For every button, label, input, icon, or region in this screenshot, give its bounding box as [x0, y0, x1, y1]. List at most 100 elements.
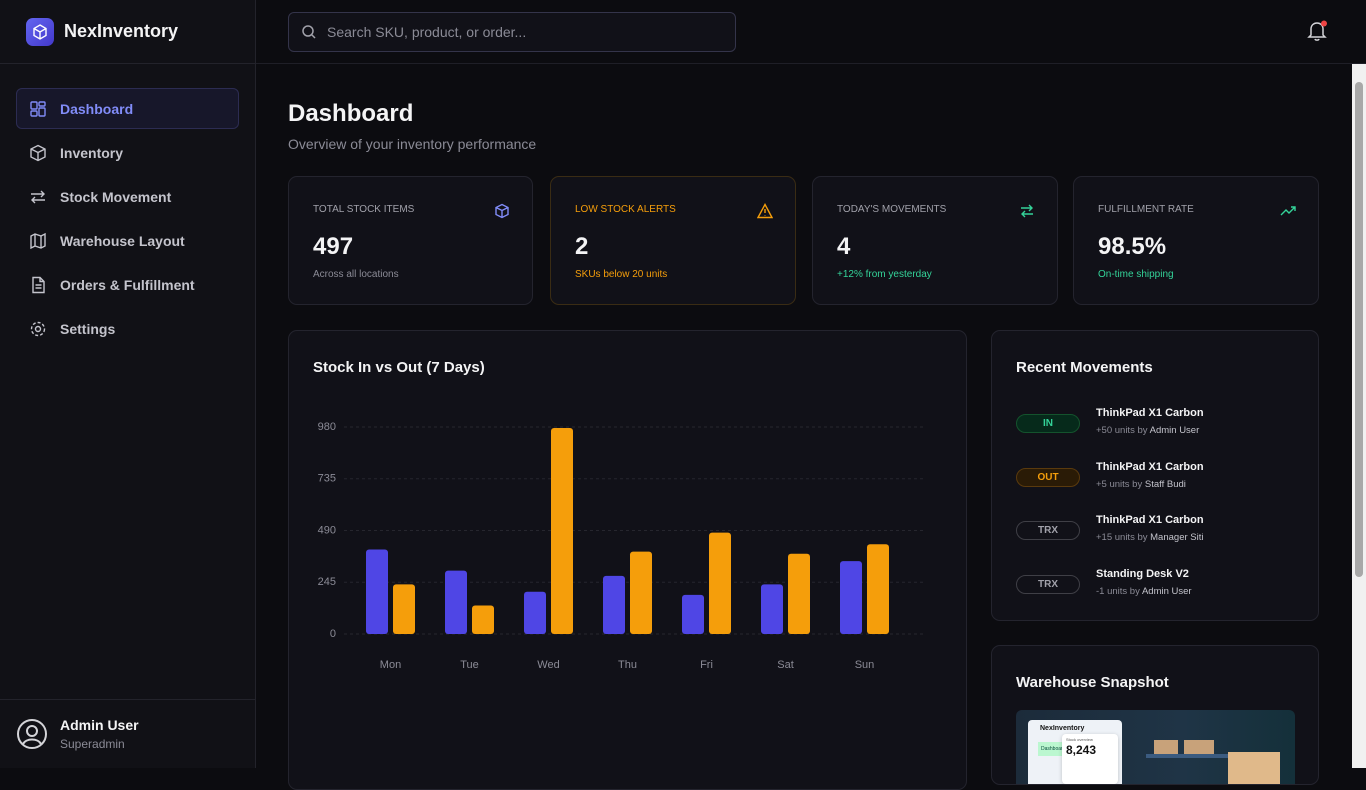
stat-card: TOTAL STOCK ITEMS 497 Across all locatio…	[288, 176, 533, 305]
x-tick-label: Thu	[618, 659, 637, 671]
stat-value: 98.5%	[1098, 233, 1167, 260]
stat-card: LOW STOCK ALERTS 2 SKUs below 20 units	[550, 176, 796, 305]
bar	[366, 549, 388, 634]
bar	[445, 570, 467, 634]
movement-qty: +50 units by	[1096, 425, 1148, 436]
brand-name: NexInventory	[64, 21, 179, 41]
chart-title: Stock In vs Out (7 Days)	[313, 359, 485, 376]
snapshot-image: NexInventory Dashboard Stock overview 8,…	[1016, 710, 1295, 784]
topbar: Search SKU, product, or order...	[256, 0, 1366, 64]
page-title: Dashboard	[288, 100, 414, 127]
stat-note: +12% from yesterday	[837, 269, 932, 280]
nav-item[interactable]: Warehouse Layout	[16, 220, 239, 261]
stat-card: TODAY'S MOVEMENTS 4 +12% from yesterday	[812, 176, 1058, 305]
search-placeholder: Search SKU, product, or order...	[327, 24, 527, 40]
nav-item[interactable]: Orders & Fulfillment	[16, 264, 239, 305]
recent-movements: Recent Movements IN ThinkPad X1 Carbon +…	[991, 330, 1319, 621]
stat-label: TODAY'S MOVEMENTS	[837, 204, 947, 215]
page-subtitle: Overview of your inventory performance	[288, 136, 537, 152]
movement-item[interactable]: TRX Standing Desk V2 -1 units by Admin U…	[1016, 568, 1306, 613]
chart: 0 245 490 735 980 Mon Tue Wed Thu Fri Sat Sun	[318, 421, 926, 671]
x-tick-label: Tue	[460, 659, 479, 671]
chart-card: Stock In vs Out (7 Days) 0 245 490 735 980 Mo…	[288, 330, 967, 790]
movement-user: Admin User	[1149, 425, 1200, 436]
bar	[840, 561, 862, 634]
movement-item[interactable]: TRX ThinkPad X1 Carbon +15 units by Mana…	[1016, 514, 1306, 559]
movement-user: Manager Siti	[1150, 532, 1204, 544]
user-role: Superadmin	[60, 737, 125, 751]
nav-item[interactable]: Dashboard	[16, 88, 239, 129]
nav-label: Inventory	[60, 144, 124, 161]
x-tick-label: Wed	[537, 659, 559, 671]
movement-type: OUT	[1016, 467, 1080, 487]
bar	[630, 551, 652, 634]
bar	[788, 553, 810, 634]
bar	[682, 594, 704, 634]
movement-qty: -1 units by	[1096, 586, 1140, 598]
movement-detail: +15 units by Manager Siti	[1096, 532, 1203, 543]
movement-user: Admin User	[1141, 586, 1192, 598]
movement-detail: -1 units by Admin User	[1096, 586, 1192, 597]
stat-note: SKUs below 20 units	[575, 269, 668, 280]
movement-detail: +50 units by Admin User	[1096, 425, 1199, 436]
brand[interactable]: NexInventory	[0, 0, 255, 64]
logo	[26, 17, 54, 46]
nav-label: Stock Movement	[60, 188, 172, 205]
bar	[867, 544, 889, 634]
section-title: Recent Movements	[1016, 359, 1153, 376]
y-tick-label: 735	[318, 473, 336, 485]
stat-icon	[495, 203, 509, 219]
image-text: Dashboard	[1038, 742, 1069, 756]
movement-type: TRX	[1016, 521, 1080, 541]
stat-value: 2	[575, 233, 589, 260]
movement-type: IN	[1016, 414, 1080, 433]
movement-product: Standing Desk V2	[1096, 568, 1189, 581]
x-tick-label: Sun	[855, 659, 875, 671]
stat-note: On-time shipping	[1098, 269, 1174, 280]
x-tick-label: Fri	[700, 659, 713, 671]
section-title: Warehouse Snapshot	[1016, 674, 1169, 691]
x-tick-label: Sat	[777, 659, 794, 671]
y-tick-label: 245	[318, 576, 336, 588]
stat-label: LOW STOCK ALERTS	[575, 204, 676, 215]
stat-value: 497	[313, 233, 354, 260]
stat-label: TOTAL STOCK ITEMS	[313, 204, 415, 215]
movement-detail: +5 units by Staff Budi	[1096, 479, 1186, 490]
nav-item[interactable]: Settings	[16, 308, 239, 349]
bar	[551, 428, 573, 634]
stat-icon	[757, 203, 773, 219]
bar	[709, 532, 731, 634]
nav-item[interactable]: Inventory	[16, 132, 239, 173]
bar	[472, 605, 494, 634]
y-tick-label: 490	[318, 524, 336, 536]
image-text: 8,243	[1066, 743, 1097, 757]
stat-value: 4	[837, 233, 851, 260]
scrollbar[interactable]	[1352, 64, 1366, 768]
bar	[393, 584, 415, 634]
sidebar: NexInventory Dashboard Inventory Stock Mov…	[0, 0, 256, 768]
image-text: NexInventory	[1040, 725, 1085, 732]
movement-item[interactable]: IN ThinkPad X1 Carbon +50 units by Admin…	[1016, 407, 1306, 452]
notifications[interactable]	[1306, 20, 1328, 42]
search-box[interactable]: Search SKU, product, or order...	[288, 12, 736, 52]
stat-card: FULFILLMENT RATE 98.5% On-time shipping	[1073, 176, 1319, 305]
movement-product: ThinkPad X1 Carbon	[1096, 514, 1204, 527]
movement-item[interactable]: OUT ThinkPad X1 Carbon +5 units by Staff…	[1016, 461, 1306, 506]
movement-qty: +15 units by	[1096, 532, 1148, 544]
user-name: Admin User	[60, 717, 139, 733]
image-text: Stock overview	[1066, 737, 1093, 742]
x-tick-label: Mon	[380, 659, 401, 671]
movement-product: ThinkPad X1 Carbon	[1096, 460, 1204, 473]
movement-type: TRX	[1016, 575, 1080, 595]
y-tick-label: 980	[318, 421, 336, 433]
nav-item[interactable]: Stock Movement	[16, 176, 239, 217]
stat-icon	[1280, 206, 1296, 216]
user-profile[interactable]: Admin User Superadmin	[0, 699, 255, 768]
movement-product: ThinkPad X1 Carbon	[1096, 407, 1204, 419]
nav-label: Dashboard	[60, 100, 134, 117]
bar	[524, 591, 546, 634]
nav-label: Warehouse Layout	[60, 232, 185, 249]
movement-qty: +5 units by	[1096, 478, 1143, 490]
bar	[761, 584, 783, 634]
nav: Dashboard Inventory Stock Movement Warehous…	[16, 88, 239, 352]
